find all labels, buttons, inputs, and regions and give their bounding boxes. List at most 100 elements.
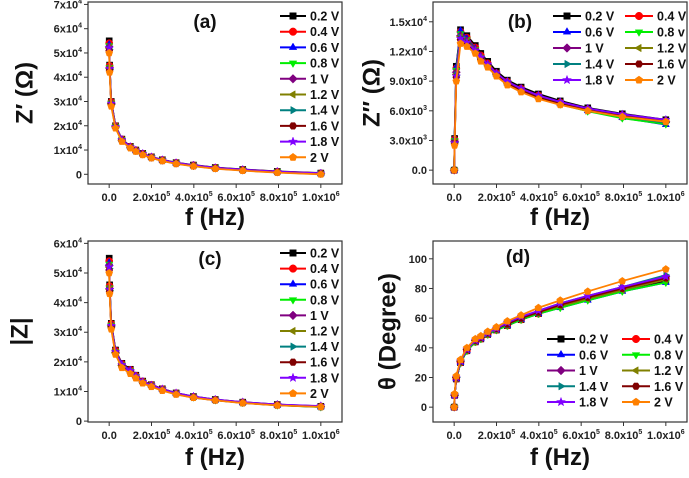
series-2v — [450, 265, 670, 411]
legend-entry: 1.2 V — [622, 364, 684, 378]
legend-label: 0.4 V — [657, 10, 687, 24]
x-tick-label: 2.0x105 — [478, 429, 516, 442]
panel-a: 0.0 2.0x105 4.0x105 6.0x105 8.0x105 1.0x106 0 1… — [12, 0, 343, 231]
y-tick-label: 6.0x103 — [389, 105, 427, 118]
data-point — [104, 262, 114, 272]
data-point — [492, 72, 501, 80]
y-tick-label: 0 — [76, 169, 82, 181]
data-point — [617, 281, 628, 292]
x-tick-label: 8.0x105 — [605, 429, 643, 442]
y-tick-label: 3x104 — [54, 95, 82, 108]
legend-entry: 1 V — [280, 309, 329, 323]
panel-d: 0.0 2.0x105 4.0x105 6.0x105 8.0x105 1.0x106 0 2… — [375, 240, 688, 471]
legend-entry: 0.8 V — [280, 293, 340, 307]
y-tick-label: 3x104 — [54, 326, 82, 339]
legend-label: 1.6 V — [310, 356, 340, 370]
data-point — [476, 331, 485, 340]
legend-marker — [562, 43, 572, 53]
series-0.4v — [105, 257, 325, 411]
data-point — [450, 389, 459, 398]
legend-marker — [564, 59, 572, 69]
series-1.4v — [106, 264, 326, 411]
legend-marker — [289, 249, 297, 257]
data-point — [158, 386, 167, 394]
y-tick-label: 20 — [415, 372, 427, 384]
data-point — [131, 147, 140, 155]
legend-entry: 0.2 V — [280, 247, 340, 261]
x-tick-label: 1.0x106 — [302, 191, 340, 204]
legend-label: 0.6 V — [310, 278, 340, 292]
data-point — [456, 355, 465, 363]
data-point — [452, 371, 461, 380]
data-point — [618, 112, 627, 121]
legend-marker — [288, 297, 298, 305]
legend-marker — [556, 365, 566, 376]
legend-label: 0.4 V — [654, 333, 684, 347]
legend-label: 0.2 V — [310, 247, 340, 261]
legend-entry: 2 V — [280, 151, 329, 165]
legend-label: 1.6 V — [310, 119, 340, 133]
legend-entry: 0.8 V — [280, 57, 340, 71]
data-point — [450, 141, 459, 149]
data-point — [117, 137, 126, 145]
legend-entry: 1.8 V — [280, 371, 340, 385]
y-tick-label: 7x104 — [54, 0, 82, 11]
data-point — [158, 156, 167, 165]
legend-entry: 0.4 V — [280, 262, 340, 276]
legend-marker — [561, 74, 573, 85]
legend-marker — [558, 382, 566, 391]
legend-label: 0.2 V — [585, 10, 615, 24]
legend-marker — [288, 153, 298, 161]
y-tick-label: 0 — [76, 416, 82, 428]
legend-entry: 2 V — [280, 387, 329, 401]
x-tick-label: 0.0 — [102, 430, 117, 442]
panel-label: (d) — [506, 247, 530, 268]
x-axis-label: f (Hz) — [530, 204, 590, 231]
legend-entry: 1.2 V — [280, 88, 340, 102]
legend-entry: 1.6 V — [622, 380, 684, 394]
legend-entry: 0.6 V — [280, 278, 340, 292]
x-axis-label: f (Hz) — [530, 444, 590, 471]
legend-marker — [563, 12, 571, 20]
y-axis-label: Z′ (Ω) — [12, 62, 39, 124]
legend-marker — [631, 352, 641, 360]
legend-marker — [634, 75, 644, 84]
legend-label: 1 V — [585, 42, 604, 56]
legend-entry: 1.4 V — [547, 380, 609, 394]
legend-label: 1.4 V — [310, 340, 340, 354]
y-tick-label: 80 — [415, 283, 427, 295]
legend-label: 1.8 V — [579, 396, 609, 410]
x-tick-label: 4.0x105 — [520, 429, 558, 442]
legend-label: 2 V — [654, 396, 673, 410]
data-point — [534, 303, 543, 312]
data-point — [476, 57, 485, 65]
data-point — [107, 325, 116, 333]
data-point — [661, 117, 670, 125]
data-point — [211, 396, 220, 404]
data-point — [147, 153, 156, 162]
legend-marker — [287, 136, 299, 146]
data-point — [450, 403, 459, 411]
data-point — [492, 322, 501, 331]
x-tick-label: 6.0x105 — [217, 191, 255, 204]
legend-marker — [287, 372, 299, 383]
legend-marker — [289, 12, 297, 20]
data-point — [138, 150, 147, 159]
legend-label: 0.6 V — [585, 26, 615, 40]
legend-marker — [288, 326, 296, 336]
legend-label: 1.4 V — [310, 104, 340, 118]
data-point — [316, 170, 325, 178]
legend-entry: 0.2 V — [547, 333, 609, 347]
plot-frame — [432, 1, 688, 185]
y-tick-label: 0 — [421, 402, 427, 414]
data-point — [189, 393, 198, 402]
legend-entry: 0.6 V — [553, 26, 615, 40]
y-axis-label: |Z| — [7, 317, 34, 345]
legend-entry: 1.6 V — [625, 58, 687, 72]
legend-label: 1.4 V — [585, 58, 615, 72]
data-point — [111, 350, 120, 358]
x-tick-label: 4.0x105 — [175, 429, 213, 442]
y-tick-label: 9.0x103 — [389, 75, 427, 88]
legend-entry: 0.8 v — [625, 26, 685, 40]
legend-entry: 0.2 V — [280, 10, 340, 24]
